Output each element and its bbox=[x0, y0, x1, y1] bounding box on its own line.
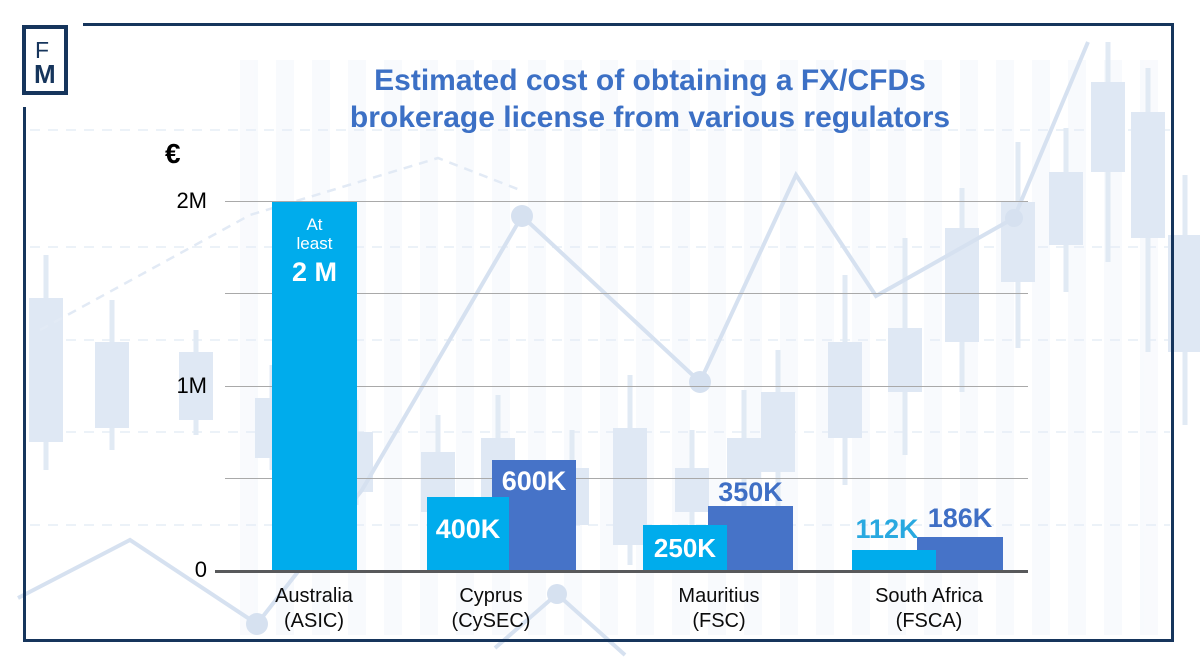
value-label-australia-note1: At bbox=[306, 215, 323, 234]
chart-title-line1: Estimated cost of obtaining a FX/CFDs bbox=[374, 64, 926, 97]
category-cyprus-name: Cyprus bbox=[459, 585, 523, 607]
category-australia-name: Australia bbox=[275, 585, 353, 607]
value-label-australia-note2: least bbox=[296, 234, 333, 253]
category-mauritius-name: Mauritius bbox=[678, 585, 760, 607]
background-candlesticks bbox=[29, 42, 1200, 565]
fm-logo: F M bbox=[22, 25, 68, 95]
y-axis-currency-label: € bbox=[165, 138, 181, 169]
category-south-africa: South Africa (FSCA) bbox=[809, 584, 1049, 634]
category-cyprus-regulator: (CySEC) bbox=[451, 610, 531, 632]
y-tick-1m: 1M bbox=[176, 373, 207, 398]
gridline-0-5m bbox=[225, 478, 1028, 479]
value-label-south-africa-min: 112K bbox=[855, 514, 919, 544]
background-dashed-lines bbox=[30, 129, 1170, 526]
category-australia: Australia (ASIC) bbox=[194, 584, 434, 634]
x-axis-line bbox=[215, 570, 1028, 573]
value-label-cyprus-max: 600K bbox=[501, 466, 567, 496]
value-label-australia-amount: 2 M bbox=[291, 257, 337, 287]
bar-mauritius-min bbox=[643, 525, 727, 571]
category-cyprus: Cyprus (CySEC) bbox=[371, 584, 611, 634]
chart-title: Estimated cost of obtaining a FX/CFDs br… bbox=[230, 62, 1070, 136]
category-mauritius: Mauritius (FSC) bbox=[599, 584, 839, 634]
fm-logo-letter-m: M bbox=[34, 59, 56, 89]
value-label-mauritius-max: 350K bbox=[718, 477, 783, 507]
category-mauritius-regulator: (FSC) bbox=[692, 610, 746, 632]
chart-title-line2: brokerage license from various regulator… bbox=[349, 101, 951, 134]
value-label-cyprus-min: 400K bbox=[435, 514, 501, 544]
value-label-australia: At least 2 M bbox=[272, 215, 357, 288]
value-label-mauritius-min: 250K bbox=[653, 533, 717, 563]
category-south-africa-name: South Africa bbox=[875, 585, 983, 607]
fm-logo-letter-f: F bbox=[35, 37, 50, 63]
background-trendline bbox=[17, 41, 1090, 657]
value-label-south-africa-max: 186K bbox=[927, 503, 993, 533]
category-australia-regulator: (ASIC) bbox=[284, 610, 344, 632]
gridline-1m bbox=[225, 386, 1028, 387]
bar-south-africa-min bbox=[852, 550, 936, 571]
gridline-1-5m bbox=[225, 293, 1028, 294]
category-south-africa-regulator: (FSCA) bbox=[895, 610, 963, 632]
y-tick-0: 0 bbox=[194, 557, 207, 582]
bar-cyprus-min bbox=[427, 497, 509, 571]
bar-australia-min bbox=[272, 202, 357, 571]
gridline-2m bbox=[225, 201, 1028, 202]
y-tick-2m: 2M bbox=[176, 188, 207, 213]
